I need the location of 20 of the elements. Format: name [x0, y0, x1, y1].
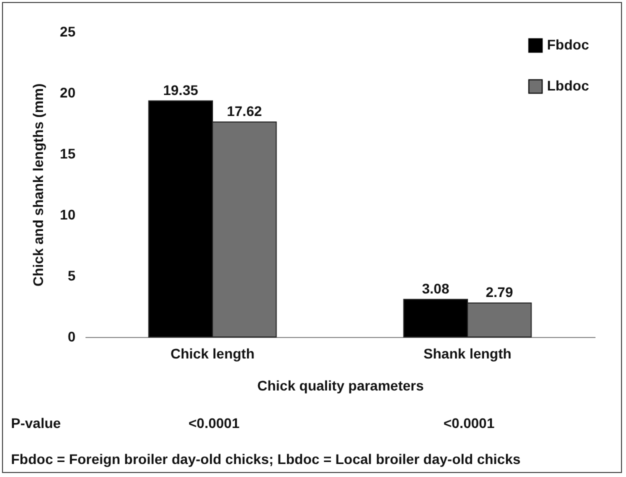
text: <0.0001: [188, 415, 240, 431]
x-tick-label: Shank length: [424, 346, 512, 362]
y-tick-label: 25: [60, 24, 76, 40]
legend-label: Fbdoc: [547, 36, 590, 52]
x-axis-title: Chick quality parameters: [257, 378, 424, 394]
x-tick-label: Chick length: [170, 346, 255, 362]
data-label: 2.79: [486, 284, 514, 300]
y-tick-label: 5: [68, 268, 76, 284]
y-tick-label: 10: [60, 206, 76, 222]
data-label: 19.35: [163, 82, 198, 98]
text: <0.0001: [444, 415, 494, 431]
y-tick-label: 0: [68, 328, 76, 344]
data-label: 3.08: [422, 280, 450, 296]
y-tick-label: 20: [60, 84, 76, 100]
legend-label: Lbdoc: [547, 78, 590, 94]
data-label: 17.62: [226, 103, 262, 120]
y-axis-title: Chick and shank lengths (mm): [30, 83, 46, 287]
text: P-value: [11, 415, 61, 431]
text: Fbdoc = Foreign broiler day-old chicks; Lbdoc = Local broiler day-old chicks: [11, 451, 521, 467]
y-tick-label: 15: [60, 146, 76, 162]
